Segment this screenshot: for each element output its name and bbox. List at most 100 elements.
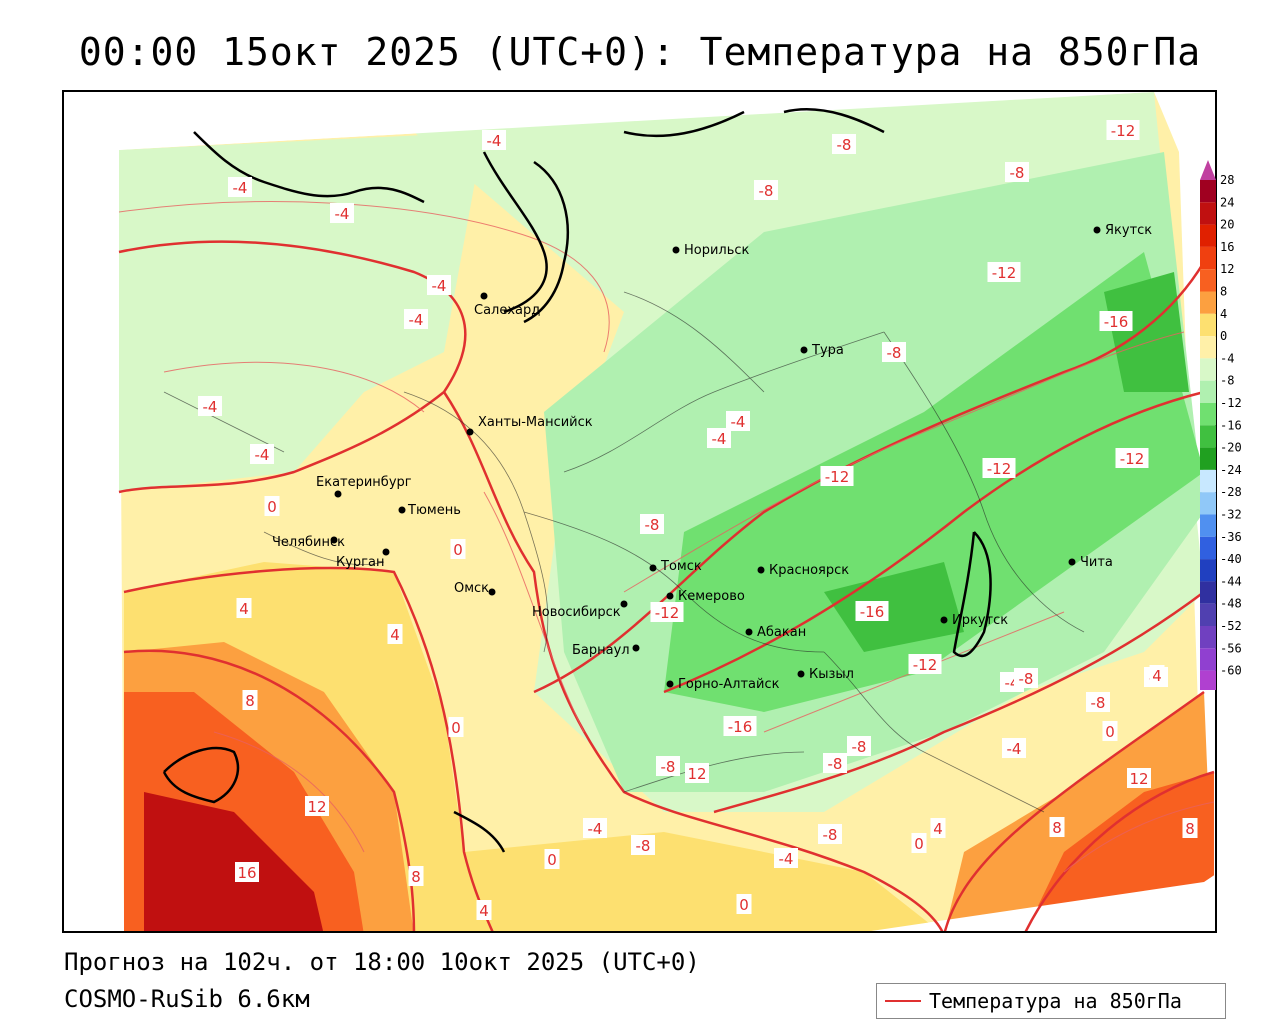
- isoline-label-bg: [583, 818, 607, 838]
- isoline-label-bg: [1127, 768, 1151, 788]
- isoline-label-bg: [736, 894, 752, 914]
- city-marker: [797, 670, 805, 678]
- colorbar-swatch: [1200, 603, 1216, 626]
- isoline-label-bg: [631, 835, 655, 855]
- field-s-4: [464, 832, 939, 931]
- isoline-label: 4: [239, 600, 249, 618]
- city-marker: [466, 428, 474, 436]
- isoline-label-bg: [1002, 738, 1026, 758]
- colorbar-tick-label: 28: [1220, 173, 1234, 187]
- legend-line-swatch: [885, 1000, 921, 1002]
- colorbar-tick-label: -28: [1220, 485, 1242, 499]
- isoline-label: 0: [1105, 723, 1115, 741]
- isoline-label-bg: [908, 654, 942, 674]
- city-marker: [666, 592, 674, 600]
- city-marker: [382, 548, 390, 556]
- isoline-label-bg: [656, 756, 680, 776]
- city-label: Кемерово: [678, 589, 745, 604]
- field-minus16-b: [824, 562, 964, 652]
- city-label: Тюмень: [407, 503, 461, 518]
- isoline-label-bg: [1086, 692, 1110, 712]
- colorbar-scale: 28 24 20 16 12 8 4 0 -4 -8 -12 -16 -20 -24 -28 -32 -36 -4…: [1200, 160, 1242, 711]
- isoline-label: -8: [837, 136, 852, 154]
- isoline-label: -12: [1120, 450, 1145, 468]
- isoline-label-bg: [1005, 162, 1029, 182]
- city-marker: [672, 246, 680, 254]
- isoline-label: -8: [1091, 694, 1106, 712]
- city-label: Иркутск: [952, 613, 1008, 628]
- colorbar-tick-label: -24: [1220, 463, 1242, 477]
- isoline-label: -4: [335, 205, 350, 223]
- isoline-label: 8: [411, 868, 421, 886]
- colorbar-swatch: [1200, 425, 1216, 448]
- isoline-label: 8: [1052, 819, 1062, 837]
- coastlines: [162, 108, 992, 853]
- city-label: Челябинск: [272, 535, 345, 550]
- isoline-label-bg: [198, 396, 222, 416]
- isoline-label: -4: [233, 179, 248, 197]
- colorbar-swatch: [1200, 291, 1216, 314]
- isoline-label: -12: [987, 460, 1012, 478]
- isoline-label-bg: [911, 833, 927, 853]
- colorbar-tick-label: 0: [1220, 329, 1227, 343]
- field-16-20: [144, 792, 324, 931]
- isoline-label-bg: [448, 717, 464, 737]
- city-label: Норильск: [684, 243, 750, 258]
- isoline-label-bg: [774, 848, 798, 868]
- isoline-label: -16: [728, 718, 753, 736]
- isoline-label: 12: [687, 765, 706, 783]
- isoline-label-bg: [544, 849, 560, 869]
- colorbar-swatch: [1200, 469, 1216, 493]
- isoline-label-bg: [1014, 668, 1038, 688]
- isoline-label: -8: [887, 344, 902, 362]
- city-label: Барнаул: [572, 643, 630, 658]
- isoline-label: -8: [645, 516, 660, 534]
- isoline-label-bg: [427, 275, 451, 295]
- colorbar-tick-label: -48: [1220, 597, 1242, 611]
- city-marker: [488, 588, 496, 596]
- colorbar-swatch: [1200, 514, 1216, 537]
- colorbar-tick-label: 4: [1220, 307, 1227, 321]
- temperature-map: Якутск Норильск Салехард Тура Ханты-Мансийск…: [62, 90, 1217, 933]
- city-label: Абакан: [757, 625, 806, 640]
- colorbar-tick-label: -44: [1220, 574, 1242, 588]
- colorbar-swatch: [1200, 670, 1216, 693]
- city-label: Тура: [811, 343, 844, 358]
- city-marker: [666, 680, 674, 688]
- thin-isolines: [118, 201, 1215, 873]
- isoline-label-bg: [482, 130, 506, 150]
- isoline-label-bg: [855, 601, 889, 621]
- isoline-labels: -4-4-4-4-4-4-4-4-4-4-4-4-4-4-8-8-8-8-8-8…: [198, 120, 1198, 920]
- isoline-label: -4: [432, 277, 447, 295]
- colorbar-tick-label: 16: [1220, 240, 1234, 254]
- colorbar-swatch: [1200, 313, 1216, 337]
- isoline-label-bg: [305, 796, 329, 816]
- isoline-label-bg: [1149, 665, 1165, 685]
- isoline-label: 16: [237, 864, 256, 882]
- isoline-label-bg: [330, 203, 354, 223]
- isoline-label: -16: [1104, 313, 1129, 331]
- isoline-label-bg: [820, 466, 854, 486]
- isoline-label-bg: [640, 514, 664, 534]
- city-marker: [1068, 558, 1076, 566]
- isoline-label: -4: [203, 398, 218, 416]
- model-name: COSMO-RuSib 6.6км: [64, 985, 310, 1013]
- city-marker: [757, 566, 765, 574]
- city-label: Кызыл: [809, 667, 854, 682]
- city-marker: [398, 506, 406, 514]
- isoline-label-bg: [726, 411, 750, 431]
- colorbar-swatch: [1200, 447, 1216, 470]
- city-label: Новосибирск: [532, 605, 621, 620]
- map-legend: Температура на 850гПа: [876, 983, 1226, 1019]
- colorbar-tick-label: -8: [1220, 374, 1234, 388]
- colorbar-swatch: [1200, 246, 1216, 270]
- isoline-label-bg: [707, 428, 731, 448]
- isoline-label-bg: [823, 753, 847, 773]
- isoline-label-bg: [476, 900, 492, 920]
- isoline-label-bg: [882, 342, 906, 362]
- isoline-label-bg: [847, 736, 871, 756]
- colorbar-tick-label: 24: [1220, 195, 1234, 209]
- city-label: Екатеринбург: [316, 475, 412, 490]
- isoline-label: -4: [487, 132, 502, 150]
- city-label: Омск: [454, 581, 489, 596]
